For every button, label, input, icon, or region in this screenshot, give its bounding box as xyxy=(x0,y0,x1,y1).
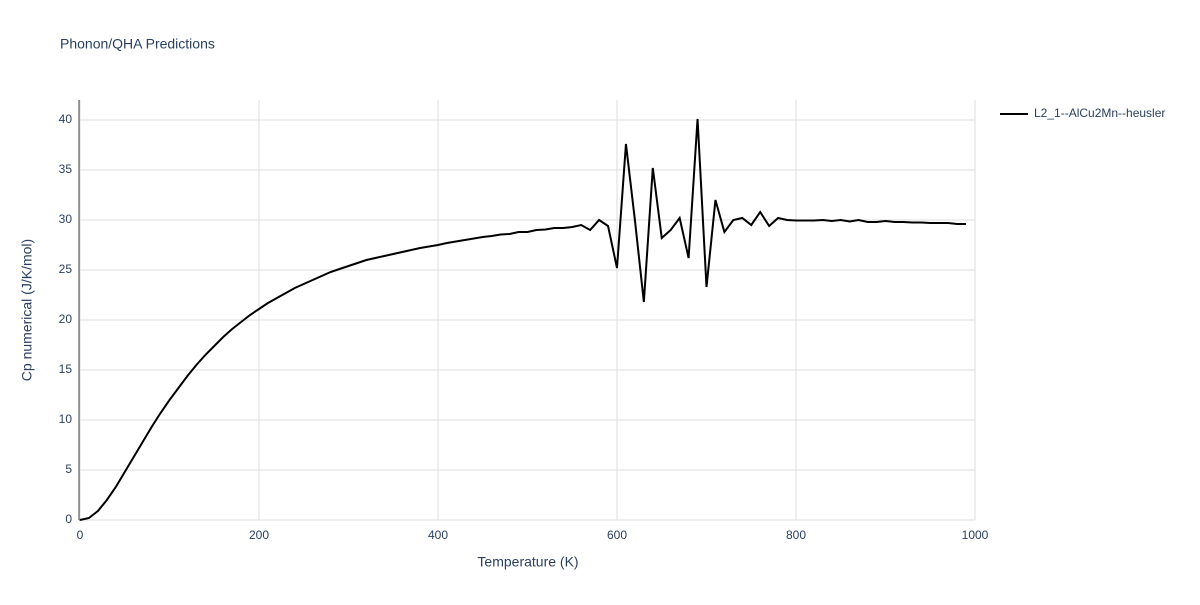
y-tick-label: 5 xyxy=(65,462,72,476)
x-tick-label: 1000 xyxy=(962,528,989,542)
x-tick-label: 600 xyxy=(607,528,627,542)
y-tick-label: 35 xyxy=(59,162,73,176)
x-tick-label: 400 xyxy=(428,528,448,542)
y-tick-label: 15 xyxy=(59,362,73,376)
x-axis-title: Temperature (K) xyxy=(477,554,578,570)
y-tick-label: 40 xyxy=(59,112,73,126)
x-tick-label: 0 xyxy=(77,528,84,542)
y-axis-title: Cp numerical (J/K/mol) xyxy=(19,239,35,381)
x-tick-label: 200 xyxy=(249,528,269,542)
y-tick-label: 20 xyxy=(59,312,73,326)
x-tick-label: 800 xyxy=(786,528,806,542)
legend-label: L2_1--AlCu2Mn--heusler xyxy=(1034,106,1165,120)
y-tick-label: 25 xyxy=(59,262,73,276)
data-line xyxy=(79,118,967,521)
chart-title: Phonon/QHA Predictions xyxy=(60,36,215,52)
y-tick-label: 30 xyxy=(59,212,73,226)
y-tick-label: 10 xyxy=(59,412,73,426)
y-tick-label: 0 xyxy=(65,512,72,526)
